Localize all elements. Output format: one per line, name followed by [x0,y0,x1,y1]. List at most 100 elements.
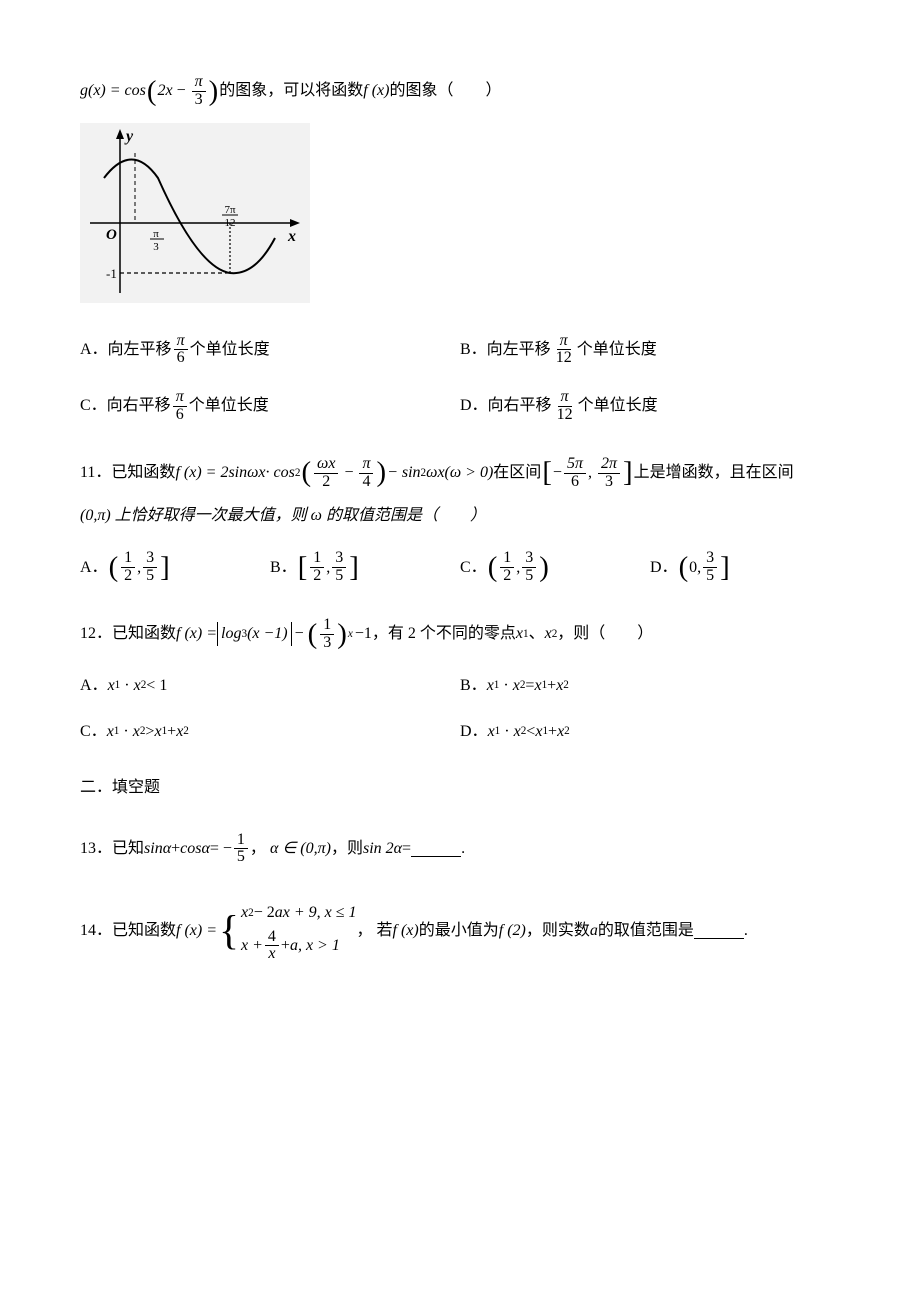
q12-optD[interactable]: D． x1 · x2 < x1 + x2 [460,720,840,744]
text: 上是增函数，且在区间 [634,461,794,485]
ymin-label: -1 [106,266,117,281]
q11-optC[interactable]: C． ( 12 , 35 ) [460,550,650,585]
omega: ω [247,461,258,485]
nx: x [328,455,335,472]
period: . [744,919,748,943]
q11-stem: 11． 已知函数 f (x) = 2sin ω x · cos 2 ( ωx 2… [80,456,840,491]
q11-optB[interactable]: B． [ 12 , 35 ] [270,550,460,585]
d: 2 [319,474,333,491]
x: x [241,898,248,928]
t: − 2 [254,898,275,928]
sign: − [553,461,562,485]
fn: f (x) [393,919,419,943]
x2: x [133,720,140,744]
d: 3 [602,474,616,491]
q10-optB[interactable]: B．向左平移 π 12 个单位长度 [460,333,840,368]
q12-options-cd: C． x1 · x2 > x1 + x2 D． x1 · x2 < x1 + x… [80,720,840,744]
dot: · [500,720,513,744]
q12-optB[interactable]: B． x1 · x2 = x1 + x2 [460,674,840,698]
q11-stem2: (0,π) 上恰好取得一次最大值，则 ω 的取值范围是（ ） [80,504,840,528]
rbrack: ] [349,559,359,576]
n: 3 [143,550,157,568]
text: 的取值范围是 [598,919,694,943]
q11-optA[interactable]: A． ( 12 , 35 ] [80,550,270,585]
label: A． [80,674,108,698]
interval: [ − 5π 6 , 2π 3 ] [541,456,633,491]
d: 4 [359,474,373,491]
sup: 2 [295,465,301,482]
d: 5 [143,568,157,585]
d: x [265,946,278,963]
q10-options-cd: C．向右平移 π 6 个单位长度 D．向右平移 π 12 个单位长度 [80,389,840,424]
rel: < 1 [146,674,167,698]
f: 35 [332,550,346,585]
dot: · [499,674,512,698]
a: a [290,931,298,961]
n: 3 [703,550,717,568]
comma: , [588,461,596,485]
x2: x [134,674,141,698]
blank-input[interactable] [411,840,461,857]
n: 1 [234,832,248,850]
frac: π 12 [553,333,575,368]
q12-optC[interactable]: C． x1 · x2 > x1 + x2 [80,720,460,744]
q10-optD[interactable]: D．向右平移 π 12 个单位长度 [460,389,840,424]
alpha: α [394,837,402,861]
q10-optC[interactable]: C．向右平移 π 6 个单位长度 [80,389,460,424]
text: 在区间 [493,461,541,485]
plus: + [171,837,180,861]
qnum: 13． [80,837,112,861]
tick1-d: 3 [153,241,159,253]
text: B．向左平移 [460,338,551,362]
text: ，有 2 个不同的零点 [372,622,516,646]
rparen: ) [539,559,549,576]
case2: x + 4 x + a , x > 1 [241,929,357,964]
cases-body: x2 − 2a x + 9, x ≤ 1 x + 4 x + a , x > 1 [241,898,357,963]
n: 3 [332,550,346,568]
n: π [558,389,572,407]
heading: 二．填空题 [80,779,160,796]
minus: − sin [387,461,420,485]
frac: 5π 6 [564,456,586,491]
label: A． [80,556,108,580]
fn: f (x) = [176,919,217,943]
x: x [545,622,552,646]
text: 已知函数 [111,461,175,485]
sin2: sin 2 [363,837,394,861]
x1: x [107,720,114,744]
q12-stem: 12． 已知函数 f (x) = log 3 (x −1) − ( 1 3 ) … [80,617,840,652]
frac: π 12 [554,389,576,424]
eq: = − [210,837,232,861]
abs: log 3 (x −1) [217,622,292,646]
blank-input[interactable] [694,922,744,939]
q11-optD[interactable]: D． ( 0 , 35 ] [650,550,840,585]
alpha: α [201,837,209,861]
a: a [275,898,283,928]
x: x [258,461,265,485]
q12-optA[interactable]: A． x1 · x2 < 1 [80,674,460,698]
tick2-n: 7π [224,204,236,216]
alpha: α [163,837,171,861]
lbrack: [ [298,559,308,576]
lparen: ( [109,559,119,576]
f: 12 [500,550,514,585]
minus: − [173,79,190,103]
x1: x [487,674,494,698]
n: π [173,389,187,407]
domain: α ∈ (0,π) [270,837,331,861]
f: 35 [522,550,536,585]
lbrace: { [219,920,239,941]
text: 个单位长度 [578,394,658,418]
lparen: ( [488,559,498,576]
d: 2 [121,568,135,585]
fn: f (x) = [176,622,217,646]
section-2-heading: 二．填空题 [80,776,840,800]
pow: ( 1 3 ) x [307,617,353,652]
lbrack: [ [542,464,552,481]
eq: = [402,837,411,861]
text: 的最小值为 [419,919,499,943]
graph-svg: y x O π 3 7π 12 -1 [80,123,310,303]
t: , x > 1 [298,931,340,961]
q10-optA[interactable]: A．向左平移 π 6 个单位长度 [80,333,460,368]
text: D．向右平移 [460,394,552,418]
